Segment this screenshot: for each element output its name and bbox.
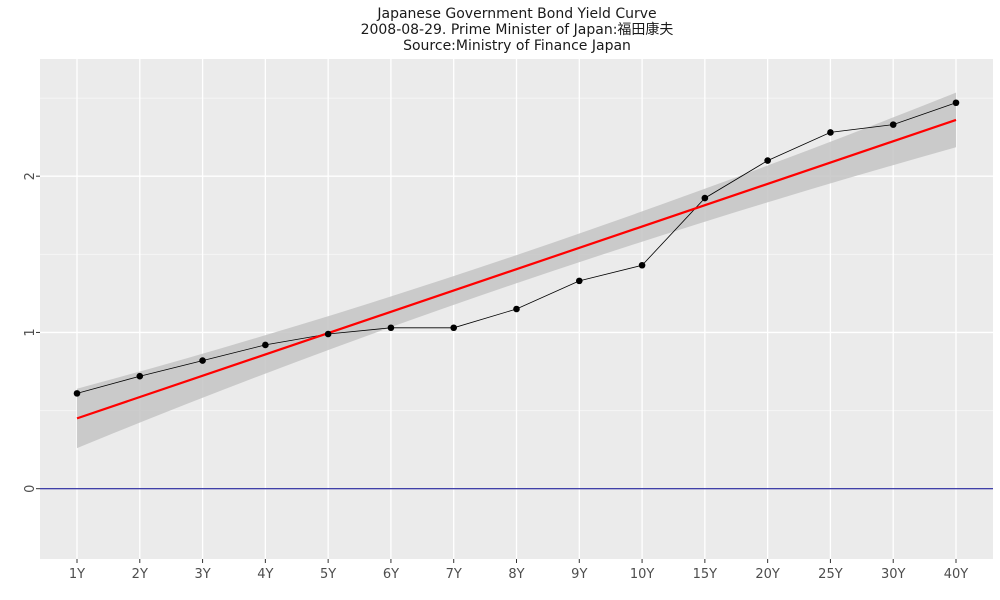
data-point [701, 194, 709, 202]
x-tick-label: 25Y [818, 567, 843, 582]
y-tick-label: 0 [23, 485, 38, 493]
chart-title: Japanese Government Bond Yield Curve [376, 6, 656, 22]
y-tick-label: 1 [23, 328, 38, 336]
regression-line [76, 118, 957, 420]
fit-line [76, 118, 957, 420]
data-point [513, 305, 520, 313]
x-tick-label: 30Y [881, 567, 906, 582]
x-tick-label: 4Y [257, 567, 273, 582]
data-point [575, 277, 583, 285]
data-point [324, 330, 332, 338]
data-point [827, 129, 834, 136]
chart-subtitle: 2008-08-29. Prime Minister of Japan:福田康夫 [361, 21, 674, 38]
data-point [262, 341, 269, 349]
data-point [764, 157, 771, 164]
data-point [73, 390, 81, 397]
x-tick-label: 9Y [571, 567, 587, 582]
data-point [889, 121, 897, 128]
grid-lines [40, 59, 993, 559]
data-point [450, 324, 458, 332]
data-point [952, 99, 960, 107]
yield-points [73, 99, 960, 397]
data-point [136, 372, 144, 380]
x-tick-label: 3Y [194, 567, 210, 582]
x-tick-label: 20Y [755, 567, 780, 582]
x-tick-label: 6Y [383, 567, 399, 582]
data-point [387, 324, 395, 332]
x-tick-label: 15Y [693, 567, 718, 582]
y-axis: 0 1 2 [23, 172, 40, 493]
x-tick-label: 40Y [944, 567, 969, 582]
chart-source: Source:Ministry of Finance Japan [403, 38, 631, 54]
x-tick-label: 1Y [69, 567, 85, 582]
x-tick-label: 10Y [630, 567, 655, 582]
data-point [199, 357, 206, 364]
x-tick-label: 5Y [320, 567, 336, 582]
confidence-band-area [77, 92, 956, 449]
x-tick-label: 7Y [446, 567, 462, 582]
x-axis: 1Y 2Y 3Y 4Y 5Y 6Y 7Y 8Y 9Y 10Y 15Y 20Y 25Y 30Y 40Y [69, 559, 968, 582]
data-point [638, 261, 646, 269]
x-tick-label: 8Y [508, 567, 524, 582]
x-tick-label: 2Y [132, 567, 148, 582]
y-tick-label: 2 [23, 172, 38, 180]
confidence-band [77, 92, 956, 449]
